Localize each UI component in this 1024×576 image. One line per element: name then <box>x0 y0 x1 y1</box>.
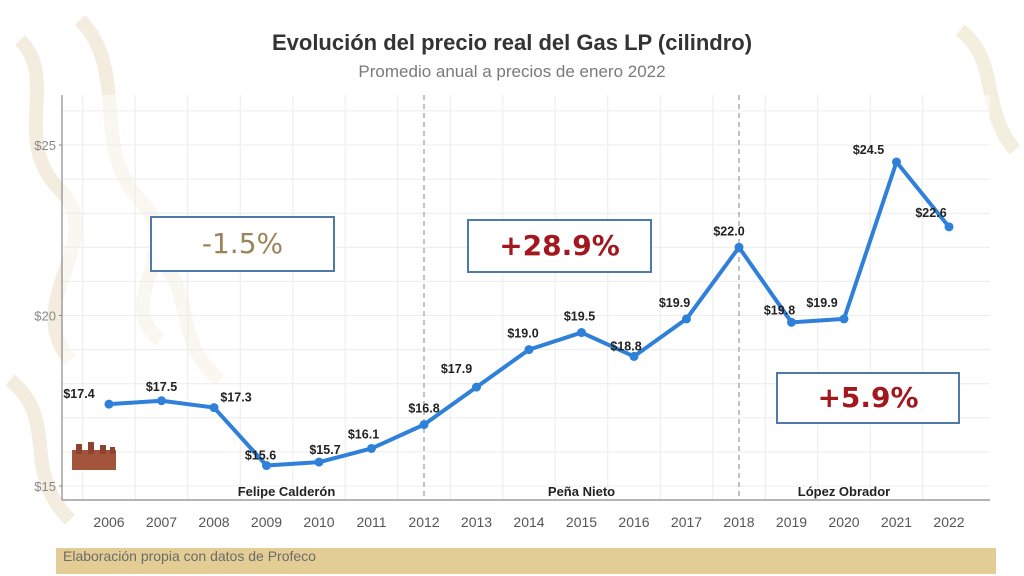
x-tick-label: 2011 <box>356 514 386 530</box>
data-point <box>209 403 219 413</box>
data-point <box>524 345 534 355</box>
period-name: Felipe Calderón <box>238 484 336 499</box>
data-point <box>734 242 744 252</box>
x-tick-label: 2009 <box>251 514 282 530</box>
x-tick-label: 2017 <box>671 514 702 530</box>
institution-logo <box>70 442 118 472</box>
x-tick-label: 2007 <box>146 514 177 530</box>
data-label: $22.6 <box>915 206 946 220</box>
x-tick-label: 2021 <box>881 514 912 530</box>
x-tick-label: 2010 <box>303 514 334 530</box>
chart-title: Evolución del precio real del Gas LP (ci… <box>271 30 753 55</box>
data-point <box>944 222 954 232</box>
period-name: López Obrador <box>798 484 890 499</box>
x-tick-label: 2015 <box>566 514 597 530</box>
footer-bar <box>56 548 996 574</box>
chart-subtitle: Promedio anual a precios de enero 2022 <box>358 62 666 81</box>
x-tick-label: 2018 <box>723 514 754 530</box>
data-label: $19.9 <box>806 296 837 310</box>
data-label: $17.4 <box>63 387 94 401</box>
data-label: $24.5 <box>853 143 884 157</box>
x-tick-label: 2020 <box>828 514 859 530</box>
data-label: $16.8 <box>408 402 439 416</box>
data-point <box>787 317 796 327</box>
data-label: $17.5 <box>146 380 177 394</box>
x-tick-label: 2006 <box>93 514 124 530</box>
data-label: $18.8 <box>610 339 641 353</box>
data-point <box>419 420 429 430</box>
decor-swirl-3 <box>5 374 76 525</box>
y-tick-label: $25 <box>34 138 56 153</box>
change-box-lopez-obrador: +5.9% <box>776 372 960 424</box>
x-tick-label: 2022 <box>933 514 964 530</box>
data-point <box>892 157 901 167</box>
data-point <box>629 351 639 361</box>
x-tick-label: 2014 <box>513 514 544 530</box>
data-label: $15.7 <box>309 443 340 457</box>
data-label: $19.0 <box>507 327 538 341</box>
y-tick-label: $15 <box>34 479 56 494</box>
data-label: $19.8 <box>764 303 795 317</box>
data-label: $15.6 <box>245 449 276 463</box>
x-tick-label: 2016 <box>618 514 649 530</box>
data-label: $16.1 <box>348 427 379 441</box>
source-note: Elaboración propia con datos de Profeco <box>63 548 316 564</box>
period-name: Peña Nieto <box>548 484 615 499</box>
x-tick-label: 2008 <box>198 514 229 530</box>
y-tick-label: $20 <box>34 309 56 324</box>
decor-swirl-5 <box>955 24 1021 155</box>
data-label: $19.9 <box>659 296 690 310</box>
x-tick-label: 2019 <box>776 514 807 530</box>
decor-swirl-1 <box>14 35 83 365</box>
data-point <box>157 396 166 406</box>
data-label: $17.9 <box>441 362 472 376</box>
change-box-calderon: -1.5% <box>150 216 335 272</box>
plot-area <box>62 95 990 500</box>
data-point <box>314 457 324 467</box>
x-tick-label: 2012 <box>408 514 439 530</box>
data-point <box>367 443 376 453</box>
data-point <box>104 399 114 409</box>
data-point <box>262 461 271 471</box>
data-point <box>472 382 481 392</box>
x-tick-label: 2013 <box>461 514 492 530</box>
data-label: $17.3 <box>220 391 251 405</box>
data-point <box>839 314 849 324</box>
data-point <box>577 328 586 338</box>
data-label: $22.0 <box>713 224 744 238</box>
change-box-pena-nieto: +28.9% <box>467 219 652 273</box>
data-label: $19.5 <box>564 310 595 324</box>
data-point <box>682 314 691 324</box>
